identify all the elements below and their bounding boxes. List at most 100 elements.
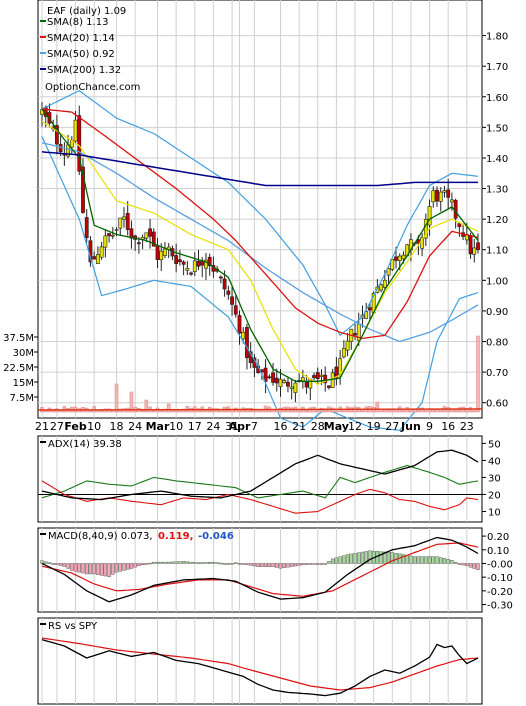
price-pane-frame (37, 0, 483, 419)
macd-histogram-bar (226, 563, 231, 565)
candle-body (438, 191, 443, 202)
candle-body (181, 261, 186, 265)
volume-bar (204, 409, 208, 413)
volume-bar (468, 407, 473, 413)
macd-histogram-bar (215, 562, 219, 564)
x-axis-date-label: 31 (225, 420, 239, 433)
candle-body (81, 166, 85, 213)
volume-bar (472, 410, 477, 413)
macd-histogram-bar (111, 563, 115, 575)
macd-histogram-bar (263, 563, 268, 567)
x-axis-date-label: 21 (35, 420, 49, 433)
sma50-line (41, 142, 479, 343)
macd-histogram-bar (394, 553, 398, 564)
legend-entry: SMA(20) 1.14 (47, 33, 115, 44)
volume-y-tick-label: 15M (13, 378, 34, 389)
x-axis-date-label: 10 (87, 420, 101, 433)
price-y-tick-label: 0.70 (486, 368, 508, 379)
volume-y-tick-label: 22.5M (3, 363, 34, 374)
macd-histogram-bar (312, 563, 316, 565)
adx-y-tick-label: 30 (488, 473, 501, 484)
candle-body (148, 228, 152, 237)
macd-histogram-bar (271, 563, 275, 567)
macd-histogram (40, 550, 480, 577)
macd-histogram-bar (211, 561, 216, 564)
volume-bar (252, 410, 257, 413)
candle-body (189, 272, 193, 275)
macd-histogram-bar (47, 562, 52, 564)
volume-bar (360, 410, 365, 413)
candle-body (95, 254, 100, 264)
macd-y-tick-label: 0.20 (487, 532, 509, 543)
volume-bar (416, 407, 421, 413)
macd-histogram-bar (323, 563, 327, 565)
x-axis-date-label: 24 (128, 420, 142, 433)
candle-body (136, 242, 141, 245)
macd-histogram-bar (118, 563, 122, 572)
adx-line (41, 449, 479, 501)
price-y-tick-label: 1.10 (486, 246, 508, 257)
candle-body (345, 340, 350, 351)
candle-body (99, 246, 104, 258)
volume-bar (174, 410, 178, 413)
candle-body (472, 247, 477, 255)
macd-histogram-bar (66, 563, 70, 569)
candle-body (315, 372, 320, 379)
volume-bar (159, 410, 163, 413)
watermark-text: OptionChance.com (45, 82, 140, 93)
candle-body (289, 386, 294, 389)
candle-body (327, 385, 331, 388)
candlesticks (40, 101, 480, 403)
volume-bar (62, 406, 67, 413)
macd-histogram-bar (357, 552, 361, 564)
rs-label: RS vs SPY (48, 621, 98, 632)
legend-entry: SMA(50) 0.92 (47, 49, 115, 60)
candle-body (341, 348, 346, 358)
candle-body (278, 378, 283, 387)
x-axis-date-label: Feb (64, 420, 87, 433)
macd-histogram-bar (245, 563, 249, 565)
x-axis-date-label: 10 (169, 420, 183, 433)
candle-body (300, 377, 305, 382)
candle-body (286, 381, 290, 387)
x-axis-date-label: 28 (311, 420, 325, 433)
price-y-tick-label: 1.30 (486, 185, 508, 196)
candle-body (401, 254, 406, 260)
macd-histogram-bar (85, 563, 89, 575)
candle-body (312, 375, 316, 379)
candle-body (177, 259, 182, 263)
macd-histogram-bar (334, 557, 339, 564)
macd-histogram-bar (81, 563, 85, 574)
macd-histogram-bar (401, 554, 406, 564)
x-axis-date-label: 9 (426, 420, 433, 433)
macd-histogram-bar (181, 561, 186, 564)
macd-histogram-bar (58, 563, 63, 566)
macd-histogram-bar (204, 562, 208, 564)
rs-pane-frame (37, 617, 483, 705)
macd-histogram-bar (88, 563, 93, 575)
volume-bar (140, 410, 145, 413)
price-y-tick-label: 1.70 (486, 62, 508, 73)
x-axis-date-label: 18 (110, 420, 124, 433)
macd-histogram-bar (207, 562, 212, 564)
candle-body (207, 256, 212, 267)
x-axis-date-label: 17 (188, 420, 202, 433)
macd-histogram-bar (126, 563, 130, 570)
candle-body (397, 255, 402, 261)
candle-body (230, 296, 234, 305)
macd-histogram-bar (267, 563, 272, 567)
macd-histogram-bar (375, 551, 380, 564)
macd-histogram-bar (457, 563, 462, 565)
adx-y-tick-label: 50 (488, 439, 501, 450)
macd-histogram-bar (185, 561, 190, 564)
macd-histogram-bar (327, 560, 331, 564)
macd-histogram-bar (237, 563, 242, 565)
price-y-tick-label: 1.00 (486, 276, 508, 287)
macd-histogram-bar (409, 555, 413, 564)
macd-histogram-bar (383, 551, 387, 564)
macd-histogram-bar (427, 556, 432, 564)
rs-moving-average-line (41, 637, 479, 691)
macd-histogram-bar (316, 563, 320, 565)
volume-bar (476, 335, 480, 413)
volume-bar (215, 408, 219, 413)
